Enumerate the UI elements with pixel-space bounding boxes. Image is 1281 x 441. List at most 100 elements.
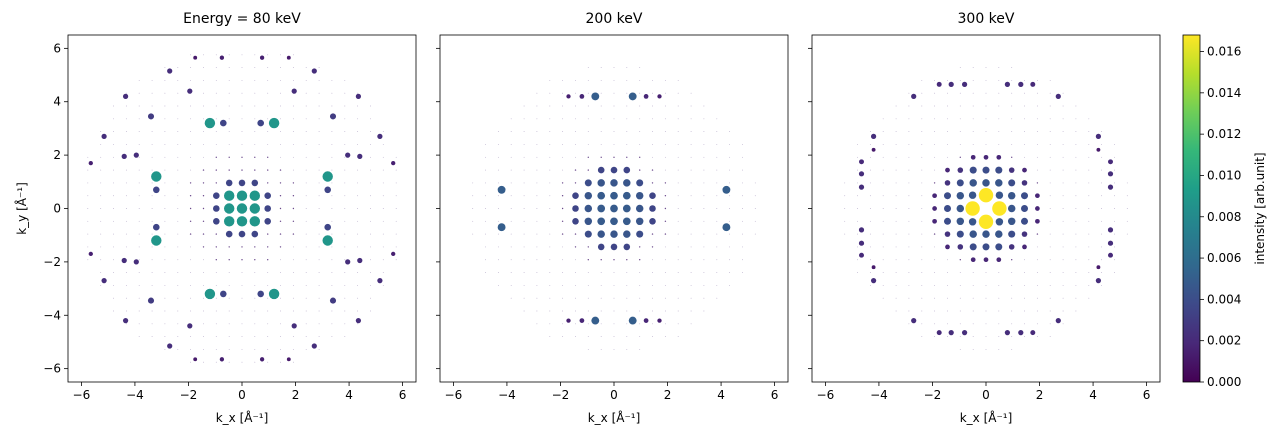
diffraction-spot: [956, 191, 965, 200]
faint-spot: [357, 208, 359, 209]
diffraction-spot: [584, 230, 592, 238]
faint-spot: [1088, 208, 1090, 209]
faint-spot: [908, 92, 910, 94]
faint-spot: [280, 118, 281, 120]
colorbar-tick-label: 0.006: [1207, 251, 1241, 265]
diffraction-spot: [204, 117, 216, 129]
faint-spot: [639, 105, 641, 107]
faint-spot: [203, 118, 204, 120]
faint-spot: [370, 156, 371, 158]
diffraction-spot: [151, 235, 162, 246]
faint-spot: [357, 220, 359, 222]
faint-spot: [1049, 272, 1051, 274]
faint-spot: [1049, 156, 1051, 158]
faint-spot: [241, 336, 243, 338]
faint-spot: [959, 67, 961, 69]
faint-spot: [241, 361, 243, 363]
diffraction-spot: [322, 171, 333, 182]
faint-spot: [215, 182, 217, 184]
faint-spot: [908, 195, 910, 197]
faint-spot: [998, 336, 1000, 338]
colorbar-label: intensity [arb.unit]: [1253, 152, 1267, 264]
faint-spot: [651, 182, 654, 184]
faint-spot: [959, 336, 961, 338]
faint-spot: [562, 323, 564, 325]
diffraction-spot: [1021, 231, 1028, 237]
diffraction-spot: [122, 317, 129, 324]
faint-spot: [1011, 79, 1013, 81]
diffraction-spot: [391, 251, 396, 257]
faint-spot: [626, 284, 628, 286]
faint-spot: [228, 284, 230, 286]
x-tick-label: 0: [982, 388, 990, 402]
faint-spot: [331, 105, 333, 107]
faint-spot: [895, 208, 897, 209]
faint-spot: [1062, 323, 1064, 325]
faint-spot: [344, 182, 346, 184]
faint-spot: [280, 297, 281, 299]
faint-spot: [1011, 92, 1013, 94]
faint-spot: [562, 105, 564, 107]
faint-spot: [292, 207, 295, 210]
faint-spot: [1114, 143, 1115, 145]
faint-spot: [113, 118, 114, 120]
faint-spot: [215, 246, 217, 248]
faint-spot: [549, 259, 551, 261]
faint-spot: [857, 195, 858, 197]
faint-spot: [1075, 297, 1077, 299]
faint-spot: [177, 169, 179, 171]
faint-spot: [510, 118, 512, 120]
faint-spot: [857, 220, 858, 222]
faint-spot: [895, 220, 897, 222]
faint-spot: [921, 208, 923, 209]
faint-spot: [190, 259, 192, 261]
faint-spot: [267, 310, 269, 312]
faint-spot: [497, 246, 499, 248]
faint-spot: [536, 92, 538, 94]
faint-spot: [562, 336, 564, 338]
faint-spot: [677, 246, 679, 248]
faint-spot: [357, 297, 359, 299]
faint-spot: [882, 169, 884, 171]
faint-spot: [587, 156, 589, 158]
faint-spot: [215, 79, 217, 81]
panel-energy-80kev: −6 −4 −2 0 2 4 6 −6 −4 −2 0 2 4 6 Energy = 80 keV k_…: [14, 11, 417, 425]
diffraction-spot: [1107, 240, 1114, 246]
faint-spot: [536, 284, 538, 286]
diffraction-spot: [597, 191, 606, 200]
faint-spot: [203, 272, 204, 274]
faint-spot: [587, 169, 589, 171]
faint-spot: [138, 284, 140, 286]
diffraction-spot: [623, 166, 631, 174]
faint-spot: [189, 233, 192, 235]
faint-spot: [267, 131, 269, 133]
x-tick-label: 0: [238, 388, 246, 402]
diffraction-spot: [995, 218, 1004, 226]
faint-spot: [292, 310, 294, 312]
faint-spot: [729, 272, 731, 274]
faint-spot: [292, 54, 294, 56]
faint-spot: [1062, 310, 1064, 312]
faint-spot: [344, 246, 346, 248]
diffraction-spot: [597, 204, 606, 213]
faint-spot: [344, 195, 346, 197]
faint-spot: [279, 233, 282, 235]
diffraction-spot: [1035, 206, 1040, 211]
faint-spot: [357, 92, 359, 94]
y-tick-label: 4: [53, 95, 61, 109]
panel-title-300kev: 300 keV: [958, 11, 1015, 27]
faint-spot: [664, 105, 666, 107]
faint-spot: [203, 79, 204, 81]
faint-spot: [331, 220, 333, 222]
faint-spot: [1062, 105, 1064, 107]
faint-spot: [549, 131, 551, 133]
faint-spot: [203, 336, 204, 338]
faint-spot: [203, 259, 204, 261]
faint-spot: [1036, 131, 1038, 133]
faint-spot: [690, 195, 692, 197]
faint-spot: [600, 336, 602, 338]
faint-spot: [267, 259, 269, 261]
diffraction-spot: [236, 216, 248, 227]
faint-spot: [1024, 272, 1025, 274]
faint-spot: [279, 207, 282, 210]
